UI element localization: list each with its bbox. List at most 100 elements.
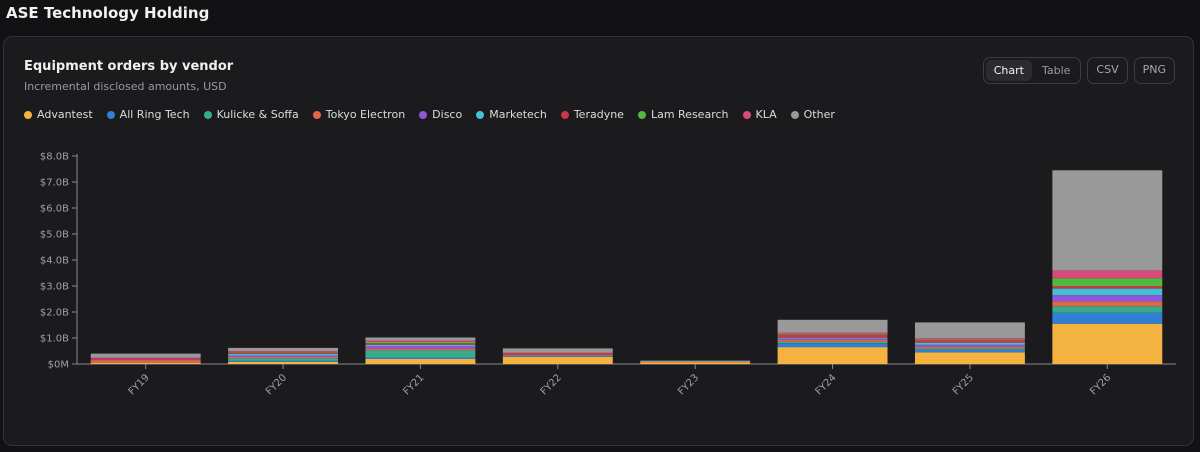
bar-segment bbox=[365, 340, 476, 342]
bar-segment bbox=[1052, 306, 1163, 313]
bar-segment bbox=[640, 362, 751, 364]
bar-segment bbox=[1052, 278, 1163, 286]
bar-segment bbox=[502, 348, 613, 353]
legend-item[interactable]: Disco bbox=[419, 108, 462, 121]
bar-segment bbox=[228, 352, 339, 354]
legend-swatch bbox=[476, 110, 485, 119]
legend-swatch bbox=[742, 110, 751, 119]
bar-segment bbox=[777, 347, 888, 364]
legend-swatch bbox=[637, 110, 646, 119]
y-tick-label: $3.0B bbox=[40, 282, 69, 293]
bar-segment bbox=[1052, 301, 1163, 307]
legend-label: Other bbox=[803, 108, 835, 121]
bar-segment bbox=[502, 352, 613, 354]
bar-segment bbox=[640, 360, 751, 362]
legend-swatch bbox=[106, 110, 115, 119]
chart-toolbar: Chart Table CSV PNG bbox=[982, 57, 1175, 84]
legend-label: Teradyne bbox=[573, 108, 624, 121]
legend-item[interactable]: Marketech bbox=[476, 108, 547, 121]
bar-segment bbox=[777, 334, 888, 338]
bar-segment bbox=[228, 351, 339, 352]
legend-item[interactable]: All Ring Tech bbox=[106, 108, 190, 121]
bar-segment bbox=[228, 356, 339, 359]
legend-swatch bbox=[24, 110, 32, 119]
bar-segment bbox=[502, 356, 613, 364]
bar-segment bbox=[777, 343, 888, 348]
bar-segment bbox=[365, 343, 476, 345]
bar-segment bbox=[1052, 312, 1163, 324]
bar-segment bbox=[90, 360, 201, 363]
bar-segment bbox=[228, 347, 339, 351]
bar-segment bbox=[777, 337, 888, 339]
png-export-button[interactable]: PNG bbox=[1133, 57, 1175, 84]
bar-segment bbox=[777, 338, 888, 340]
legend-label: Marketech bbox=[489, 108, 547, 121]
stacked-bar-chart: $0M $1.0B $2.0B $3.0B $4.0B $5.0B $6.0B $7.0B $8… bbox=[40, 152, 1176, 398]
bar-segment bbox=[777, 332, 888, 335]
bar-segment bbox=[777, 334, 888, 335]
bar-segment bbox=[90, 362, 201, 364]
legend-label: All Ring Tech bbox=[119, 108, 190, 121]
legend-item[interactable]: Advantest bbox=[24, 108, 93, 121]
bar-segment bbox=[1052, 323, 1163, 364]
page-title: ASE Technology Holding bbox=[6, 4, 210, 22]
bar-segment bbox=[365, 348, 476, 351]
bar-segment bbox=[365, 346, 476, 349]
bar-segment bbox=[228, 361, 339, 364]
bar-segment bbox=[365, 350, 476, 358]
bar-segment bbox=[502, 354, 613, 356]
chart-title: Equipment orders by vendor bbox=[24, 59, 234, 74]
x-tick-label: FY19 bbox=[127, 372, 152, 397]
legend-label: Advantest bbox=[37, 108, 93, 121]
x-tick-label: FY24 bbox=[814, 372, 839, 397]
y-tick-label: $8.0B bbox=[40, 152, 69, 163]
chart-subtitle: Incremental disclosed amounts, USD bbox=[24, 80, 227, 93]
bar-segment bbox=[640, 361, 751, 363]
x-tick-label: FY26 bbox=[1088, 372, 1113, 397]
x-tick-label: FY21 bbox=[401, 372, 426, 397]
bar-segment bbox=[1052, 286, 1163, 289]
bar-segment bbox=[777, 339, 888, 342]
bar-segment bbox=[502, 353, 613, 355]
bar-segment bbox=[914, 348, 1025, 350]
bar-segment bbox=[90, 357, 201, 359]
legend-swatch bbox=[419, 110, 428, 119]
x-tick-label: FY23 bbox=[676, 372, 701, 397]
legend-item[interactable]: Tokyo Electron bbox=[312, 108, 405, 121]
bar-segment bbox=[365, 344, 476, 347]
bar-segment bbox=[90, 359, 201, 361]
bar-segment bbox=[228, 360, 339, 362]
bar-segment bbox=[228, 353, 339, 356]
bar-segment bbox=[502, 356, 613, 357]
bar-segment bbox=[365, 341, 476, 344]
bar-segment bbox=[502, 355, 613, 357]
legend-item[interactable]: Kulicke & Soffa bbox=[203, 108, 299, 121]
bar-segment bbox=[228, 351, 339, 353]
legend-item[interactable]: Lam Research bbox=[637, 108, 729, 121]
bar-segment bbox=[90, 358, 201, 360]
legend-swatch bbox=[560, 110, 569, 119]
legend-item[interactable]: Teradyne bbox=[560, 108, 624, 121]
csv-export-button[interactable]: CSV bbox=[1087, 57, 1128, 84]
bar-segment bbox=[1052, 270, 1163, 279]
chart-view-button[interactable]: Chart bbox=[985, 60, 1032, 81]
legend-label: KLA bbox=[755, 108, 777, 121]
bar-segment bbox=[914, 342, 1025, 345]
legend-swatch bbox=[790, 110, 799, 119]
bar-segment bbox=[228, 358, 339, 361]
legend-item[interactable]: Other bbox=[790, 108, 835, 121]
bar-segment bbox=[365, 358, 476, 364]
chart-legend: Advantest All Ring Tech Kulicke & Soffa Tok… bbox=[24, 108, 835, 121]
bar-segment bbox=[914, 322, 1025, 339]
bar-segment bbox=[914, 338, 1025, 340]
x-tick-label: FY25 bbox=[951, 372, 976, 397]
table-view-button[interactable]: Table bbox=[1041, 64, 1071, 77]
legend-item[interactable]: KLA bbox=[742, 108, 777, 121]
y-tick-label: $2.0B bbox=[40, 308, 69, 319]
bar-segment bbox=[914, 340, 1025, 343]
y-tick-label: $1.0B bbox=[40, 334, 69, 345]
bar-segment bbox=[1052, 295, 1163, 302]
y-tick-label: $4.0B bbox=[40, 256, 69, 267]
bar-segment bbox=[777, 341, 888, 344]
legend-label: Kulicke & Soffa bbox=[216, 108, 299, 121]
